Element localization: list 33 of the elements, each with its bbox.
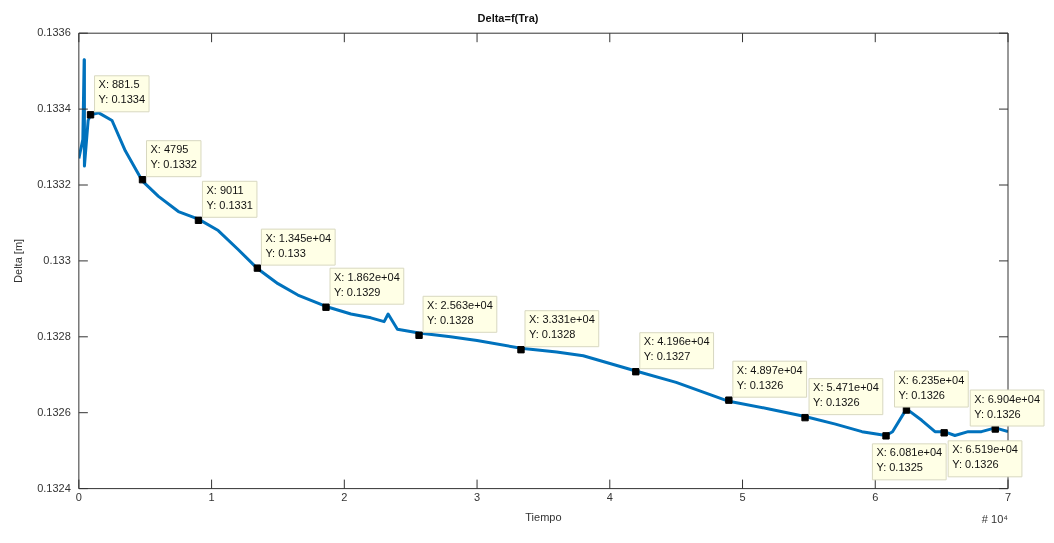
annotation: X: 881.5 Y: 0.1334	[98, 78, 146, 106]
text: # 10⁴	[981, 513, 1009, 526]
x-tick-label: 6	[872, 491, 879, 504]
annotation: X: 6.904e+04 Y: 0.1326	[974, 392, 1041, 420]
annotation: X: 6.235e+04 Y: 0.1326	[898, 373, 965, 401]
annotation: X: 2.563e+04 Y: 0.1328	[427, 298, 493, 326]
y-axis-title: Delta [m]	[11, 238, 24, 283]
x-tick-label: 1	[208, 491, 215, 504]
annotation: X: 1.345e+04 Y: 0.133	[265, 231, 332, 259]
y-tick-label: 0.133	[43, 253, 71, 266]
annotation: X: 6.519e+04 Y: 0.1326	[952, 443, 1018, 471]
x-tick-label: 0	[75, 491, 82, 504]
x-tick-label: 3	[473, 491, 481, 504]
x-axis-title: Tiempo	[525, 511, 562, 524]
annotation: X: 3.331e+04 Y: 0.1328	[528, 313, 595, 341]
x-tick-label: 2	[341, 491, 348, 504]
chart-title: Delta=f(Tra)	[477, 11, 539, 24]
x-tick-label: 7	[1004, 491, 1012, 504]
y-tick-label: 0.1336	[37, 26, 71, 39]
annotation: X: 6.081e+04 Y: 0.1325	[876, 446, 943, 474]
y-tick-label: 0.1328	[37, 329, 71, 342]
y-tick-label: 0.1334	[37, 102, 71, 115]
annotation: X: 5.471e+04 Y: 0.1326	[813, 381, 879, 409]
annotation: X: 4.196e+04 Y: 0.1327	[643, 335, 710, 363]
annotation: X: 4.897e+04 Y: 0.1326	[736, 363, 803, 391]
x-tick-label: 5	[739, 491, 746, 504]
y-tick-label: 0.1326	[37, 405, 71, 418]
annotation: X: 1.862e+04 Y: 0.1329	[334, 270, 400, 298]
annotation: X: 9011 Y: 0.1331	[206, 183, 253, 211]
y-tick-label: 0.1332	[37, 178, 71, 191]
x-tick-label: 4	[606, 491, 613, 504]
y-tick-label: 0.1324	[37, 481, 71, 494]
annotation: X: 4795 Y: 0.1332	[150, 143, 197, 171]
